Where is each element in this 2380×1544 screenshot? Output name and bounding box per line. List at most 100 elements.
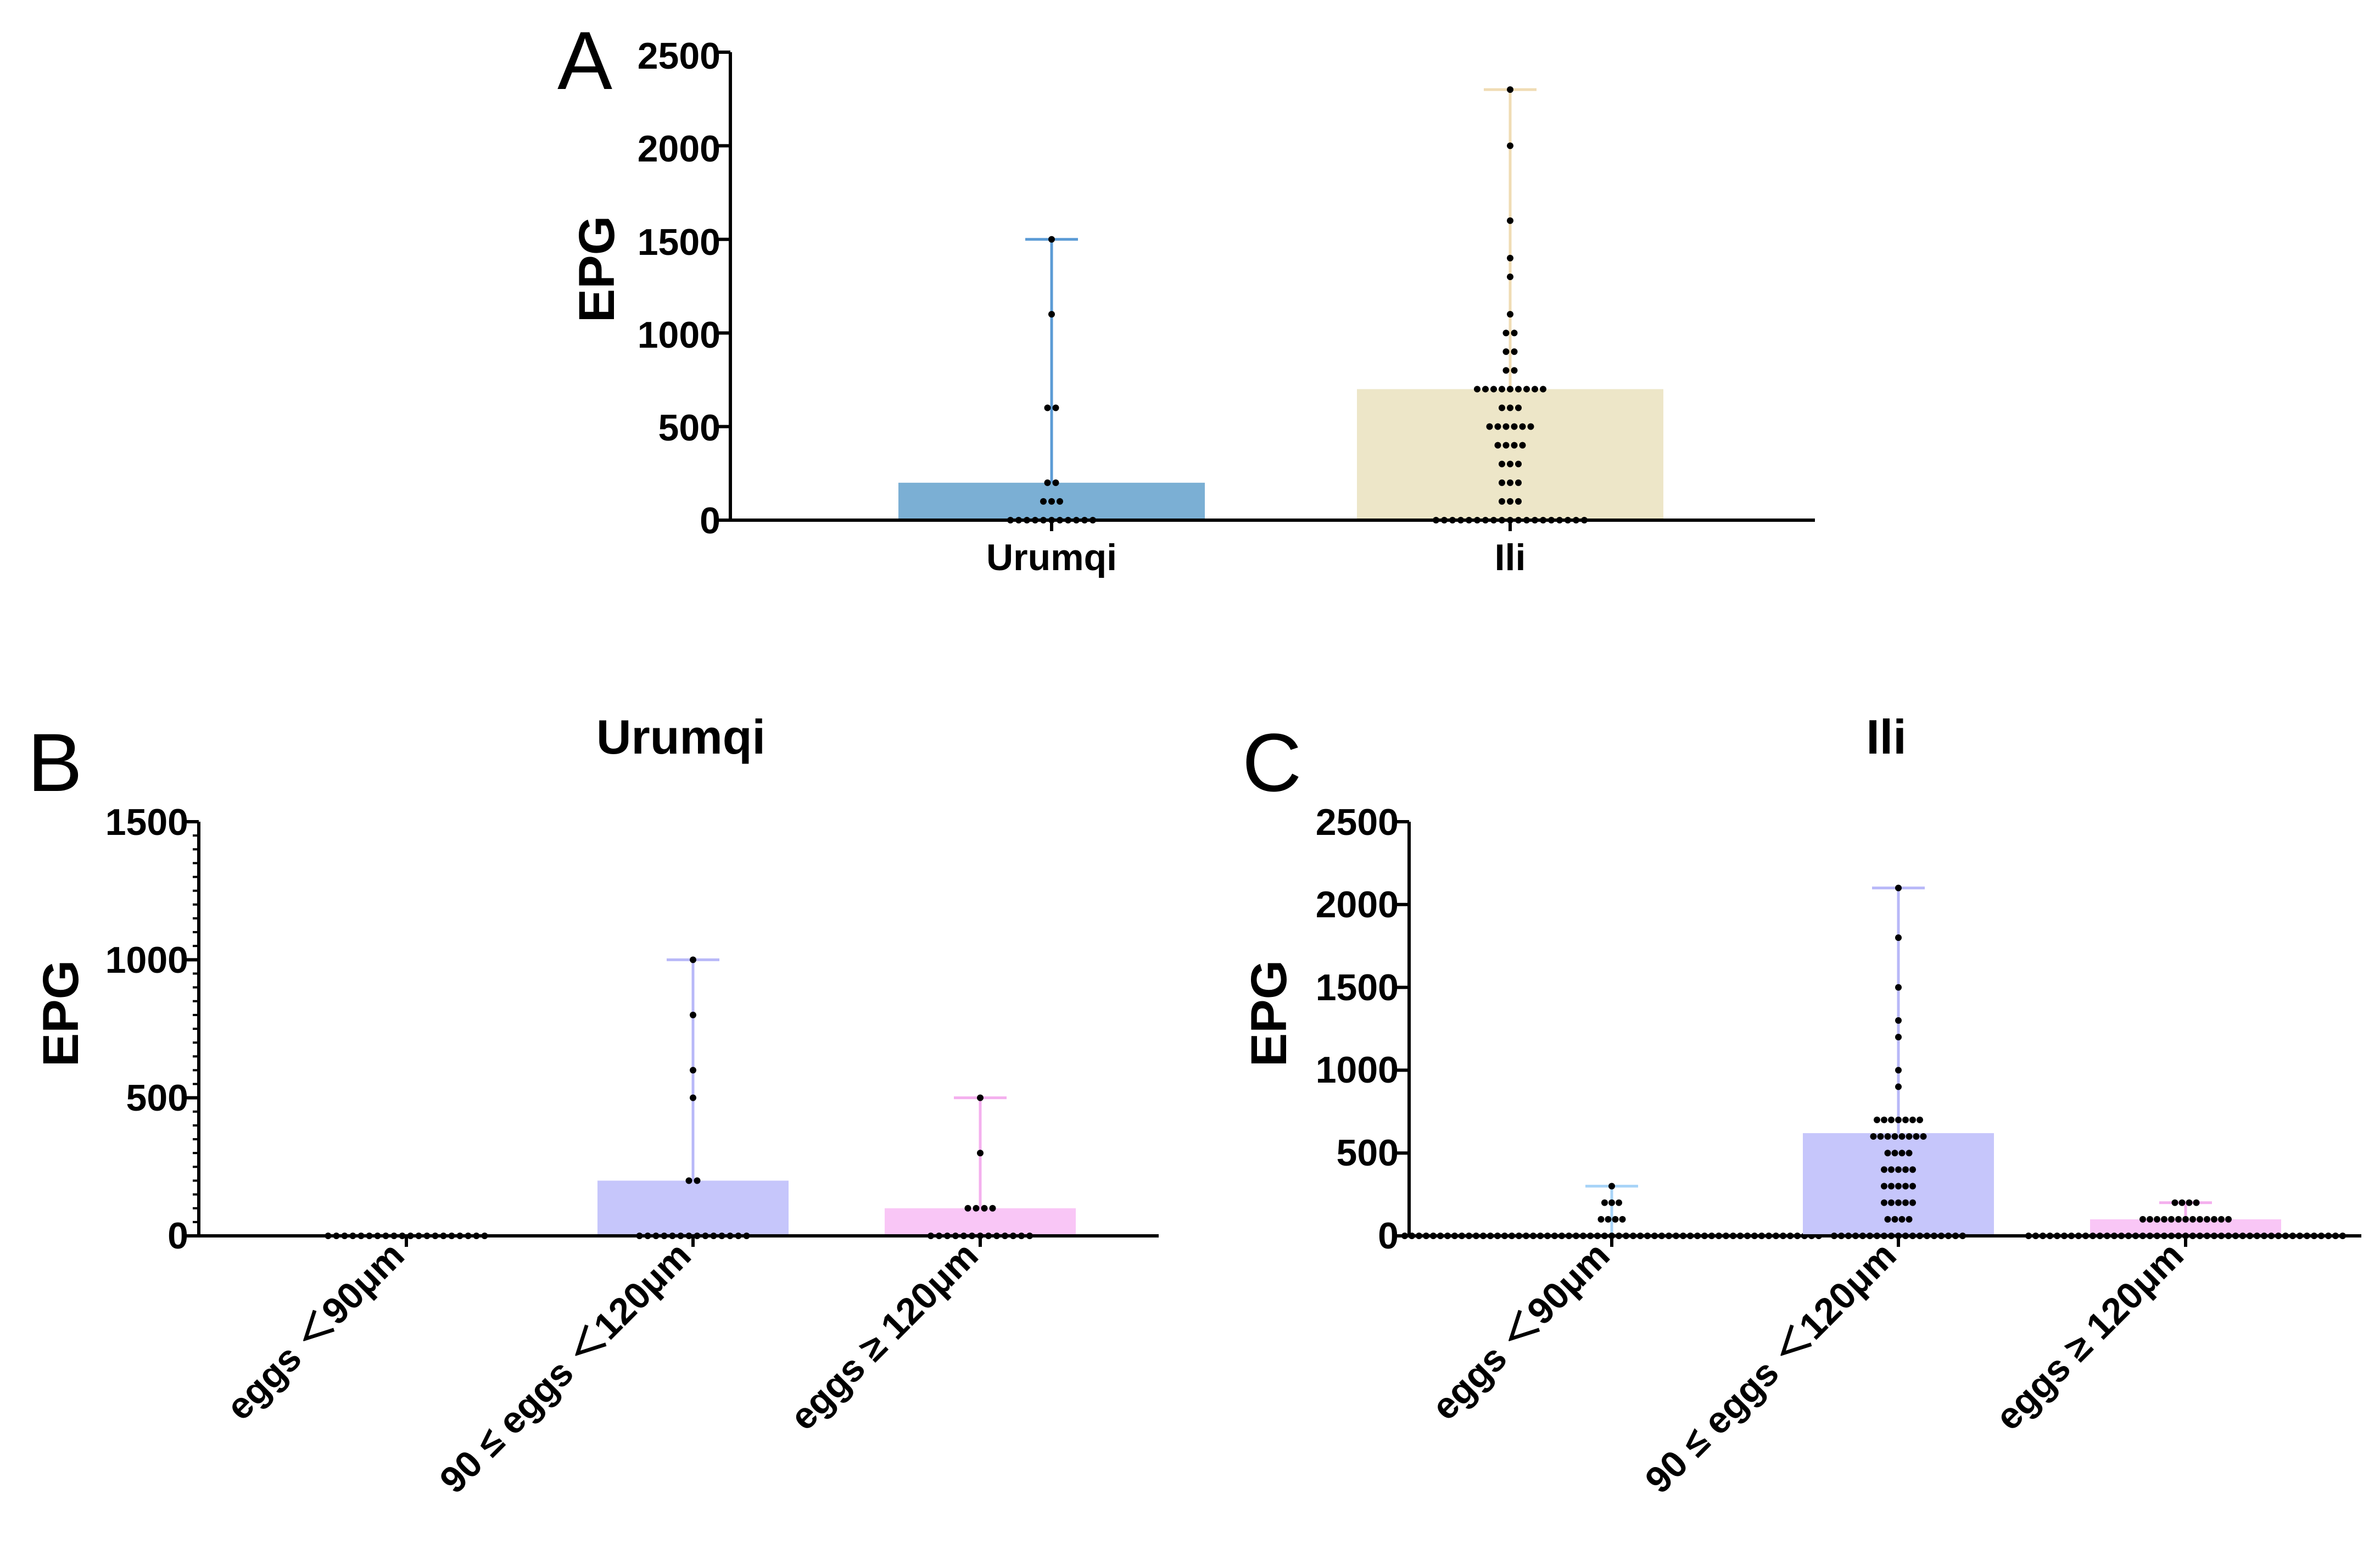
- panel-a-data-point: [1040, 498, 1047, 505]
- panel-c-data-point: [2161, 1216, 2167, 1223]
- panel-c-data-point: [1608, 1183, 1615, 1190]
- panel-a-data-point: [1519, 423, 1526, 430]
- panel-c-y-tick-label: 500: [1337, 1132, 1399, 1174]
- panel-b-y-tick-label: 1000: [105, 939, 188, 981]
- panel-a-data-point: [1494, 442, 1501, 449]
- panel-a-data-point: [1540, 386, 1546, 393]
- panel-c-data-point: [1909, 1166, 1916, 1173]
- panel-a-data-point: [1507, 86, 1513, 93]
- panel-c-data-point: [1895, 934, 1902, 941]
- panel-b-y-tick-label: 500: [126, 1077, 188, 1119]
- panel-c-data-point: [1608, 1199, 1615, 1206]
- panel-a-data-point: [1511, 423, 1518, 430]
- panel-a-data-point: [1515, 479, 1522, 486]
- panel-c-data-point: [1884, 1133, 1891, 1140]
- panel-a-data-point: [1057, 498, 1063, 505]
- panel-c-data-point: [1895, 1183, 1902, 1190]
- panel-b-data-point: [690, 956, 696, 963]
- panel-b-title: Urumqi: [596, 710, 766, 764]
- panel-c-data-point: [1906, 1216, 1913, 1223]
- panel-a-category-label: Ili: [1495, 537, 1526, 578]
- panel-c-bar-chart: C Ili EPG 0 500 1000 1500 2000 2500 eggs…: [1241, 710, 2361, 1501]
- panel-c-data-point: [1913, 1133, 1920, 1140]
- panel-a-data-point: [1499, 498, 1505, 505]
- panel-c-data-point: [1920, 1133, 1927, 1140]
- panel-a-y-axis-title: EPG: [569, 216, 625, 322]
- panel-a-data-point: [1511, 442, 1518, 449]
- panel-a-data-point: [1515, 386, 1522, 393]
- panel-c-data-point: [2186, 1199, 2193, 1206]
- panel-a-data-point: [1502, 367, 1510, 374]
- panel-b-data-point: [973, 1205, 980, 1212]
- panel-c-data-point: [1902, 1199, 1909, 1206]
- panel-letter-a: A: [557, 14, 612, 107]
- panel-letter-b: B: [27, 716, 82, 809]
- panel-a-data-point: [1507, 142, 1513, 149]
- panel-b-bar: [885, 1208, 1076, 1236]
- panel-a-data-point: [1532, 386, 1538, 393]
- panel-c-data-point: [2218, 1216, 2225, 1223]
- panel-c-data-point: [1870, 1133, 1877, 1140]
- panel-a-data-point: [1523, 386, 1530, 393]
- panel-c-data-point: [1895, 1034, 1902, 1041]
- panel-b-data-point: [694, 1177, 701, 1184]
- panel-c-data-point: [1906, 1133, 1913, 1140]
- panel-b-category-label: eggs ≥ 120μm: [782, 1234, 986, 1438]
- panel-c-data-point: [2193, 1199, 2200, 1206]
- panel-b-y-axis-title: EPG: [33, 960, 89, 1067]
- panel-c-data-point: [2139, 1216, 2146, 1223]
- panel-a-data-point: [1502, 330, 1510, 337]
- panel-c-data-point: [1895, 884, 1902, 891]
- panel-c-data-point: [1891, 1216, 1898, 1223]
- panel-a-data-point: [1048, 311, 1055, 318]
- panel-c-data-point: [2204, 1216, 2210, 1223]
- panel-c-data-point: [1917, 1116, 1923, 1123]
- panel-c-y-axis-title: EPG: [1241, 960, 1297, 1067]
- panel-a-data-point: [1482, 386, 1489, 393]
- panel-c-y-tick-label: 0: [1378, 1215, 1399, 1257]
- panel-c-data-point: [1874, 1116, 1880, 1123]
- panel-a-data-point: [1499, 460, 1505, 467]
- panel-c-data-point: [2168, 1216, 2175, 1223]
- panel-letter-c: C: [1242, 716, 1301, 809]
- panel-c-data-point: [1895, 1083, 1902, 1090]
- panel-c-data-point: [1619, 1216, 1626, 1223]
- panel-b-data-point: [690, 1011, 696, 1018]
- panel-a-data-point: [1511, 367, 1518, 374]
- panel-b-data-point: [690, 1067, 696, 1074]
- panel-a-data-point: [1507, 460, 1513, 467]
- panel-a-data-point: [1519, 442, 1526, 449]
- panel-c-data-point: [1909, 1199, 1916, 1206]
- panel-c-data-point: [1891, 1133, 1898, 1140]
- panel-c-category-label: eggs ≥ 120μm: [1987, 1234, 2191, 1438]
- panel-a-data-point: [1507, 479, 1513, 486]
- panel-c-data-point: [1881, 1116, 1887, 1123]
- panel-c-data-point: [1895, 984, 1902, 991]
- panel-b-data-point: [977, 1094, 984, 1101]
- panel-a-data-point: [1474, 386, 1480, 393]
- panel-c-data-point: [1902, 1166, 1909, 1173]
- panel-a-data-point: [1515, 404, 1522, 411]
- panel-c-data-point: [1888, 1183, 1895, 1190]
- panel-c-data-point: [1898, 1133, 1906, 1140]
- panel-c-data-point: [1909, 1183, 1916, 1190]
- panel-b-y-tick-label: 0: [167, 1215, 188, 1257]
- panel-a-data-point: [1044, 479, 1051, 486]
- panel-a-data-point: [1048, 236, 1055, 243]
- panel-a-y-tick-label: 2500: [638, 35, 720, 77]
- panel-a-y-tick-label: 1500: [638, 221, 720, 263]
- panel-a-data-point: [1486, 423, 1493, 430]
- panel-a-data-point: [1515, 498, 1522, 505]
- panel-c-y-tick-label: 1500: [1316, 967, 1399, 1008]
- panel-b-category-label: 90 ≤ eggs ＜120μm: [432, 1234, 699, 1501]
- panel-c-data-point: [2211, 1216, 2217, 1223]
- panel-c-data-point: [2171, 1199, 2178, 1206]
- panel-a-y-tick-label: 1000: [638, 314, 720, 356]
- panel-c-data-point: [1881, 1183, 1887, 1190]
- panel-c-data-point: [2175, 1216, 2182, 1223]
- panel-c-data-point: [1902, 1116, 1909, 1123]
- panel-a-data-point: [1507, 404, 1513, 411]
- panel-c-data-point: [1895, 1017, 1902, 1024]
- panel-a-data-point: [1502, 423, 1510, 430]
